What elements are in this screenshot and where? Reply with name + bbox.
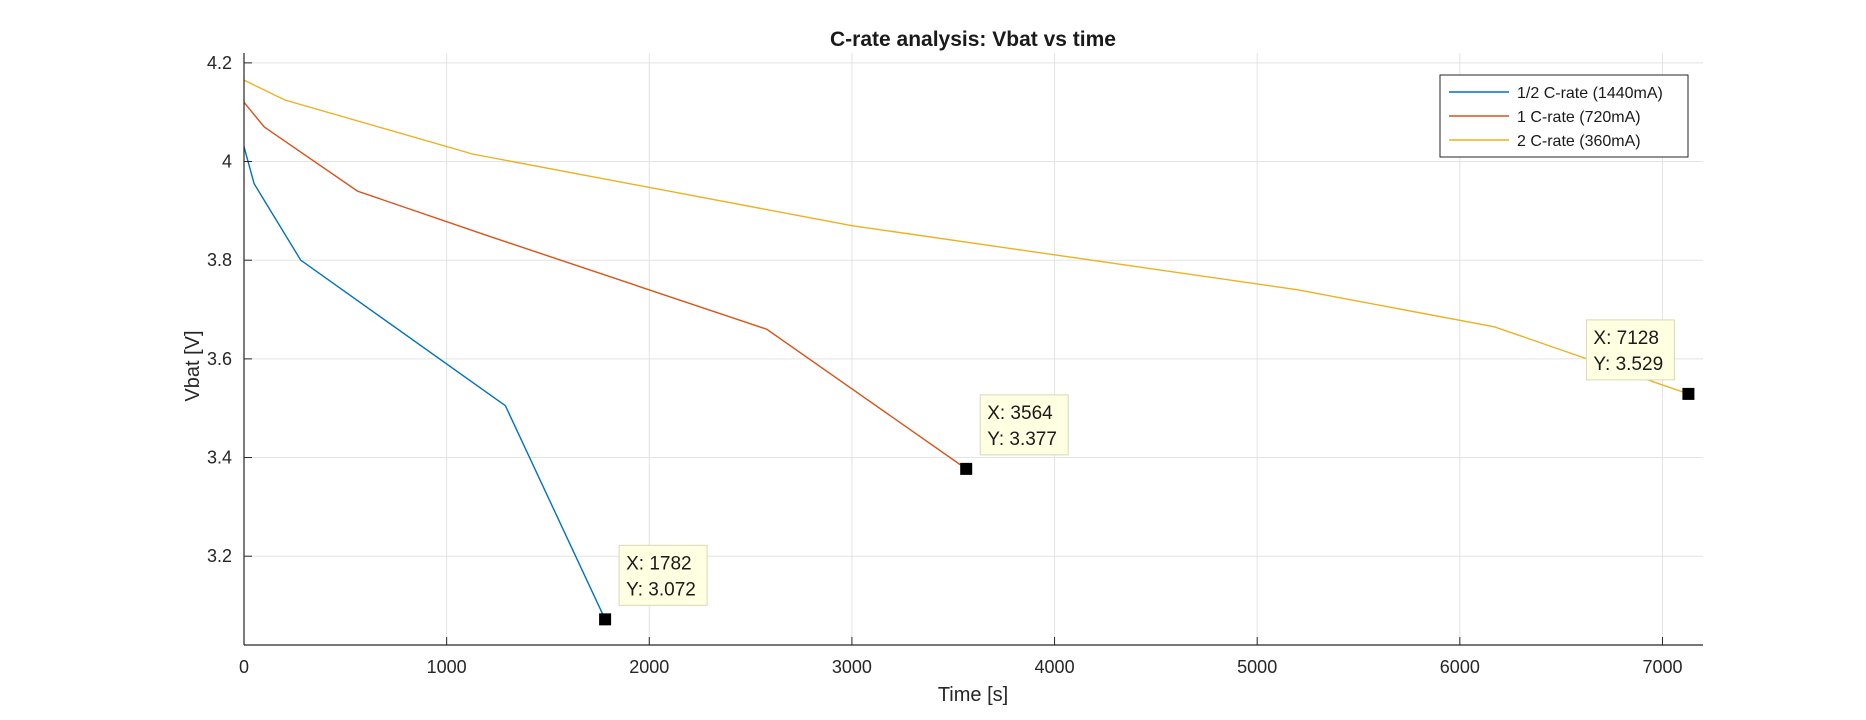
y-tick-label: 3.2 [207,546,232,566]
legend-entry-3[interactable]: 2 C-rate (360mA) [1517,133,1641,150]
datatip-y-value: Y: 3.072 [626,579,696,600]
datatip-x-value: X: 1782 [626,553,692,574]
datatip-x-value: X: 7128 [1593,328,1659,349]
x-tick-label: 1000 [427,657,467,677]
datatip-marker[interactable] [1682,387,1695,400]
datatip-y-value: Y: 3.529 [1593,354,1663,375]
x-axis-ticks: 0 1000 2000 3000 4000 5000 6000 7000 [239,637,1682,677]
x-tick-label: 2000 [629,657,669,677]
x-tick-label: 5000 [1237,657,1277,677]
legend[interactable]: 1/2 C-rate (1440mA) 1 C-rate (720mA) 2 C-r… [1439,74,1689,158]
series-layer [243,79,1689,620]
y-tick-label: 4 [222,152,232,172]
series-line-2[interactable] [243,101,967,470]
datatips-layer: X: 1782 Y: 3.072 X: 3564 Y: 3.377 X: 7128 Y: … [599,319,1695,626]
x-tick-label: 7000 [1642,657,1682,677]
legend-entry-1[interactable]: 1/2 C-rate (1440mA) [1517,85,1663,102]
y-axis-ticks: 3.2 3.4 3.6 3.8 4 4.2 [207,53,252,566]
x-tick-label: 4000 [1035,657,1075,677]
datatip-y-value: Y: 3.377 [987,429,1057,450]
datatip-marker[interactable] [960,462,973,475]
legend-entry-2[interactable]: 1 C-rate (720mA) [1517,109,1641,126]
x-tick-label: 0 [239,657,249,677]
series-line-3[interactable] [243,79,1689,395]
datatip-box [1585,319,1675,381]
y-tick-label: 3.4 [207,448,232,468]
datatip-box [979,394,1069,456]
x-axis-label: Time [s] [938,684,1008,706]
y-tick-label: 3.6 [207,349,232,369]
datatip-x-value: X: 3564 [987,403,1053,424]
x-tick-label: 6000 [1440,657,1480,677]
series-line-1[interactable] [243,146,606,620]
chart-title: C-rate analysis: Vbat vs time [830,28,1116,51]
x-tick-label: 3000 [832,657,872,677]
y-axis-label: Vbat [V] [182,330,204,401]
datatip-marker[interactable] [599,613,612,626]
y-tick-label: 3.8 [207,250,232,270]
datatip-box [618,544,708,606]
y-tick-label: 4.2 [207,53,232,73]
